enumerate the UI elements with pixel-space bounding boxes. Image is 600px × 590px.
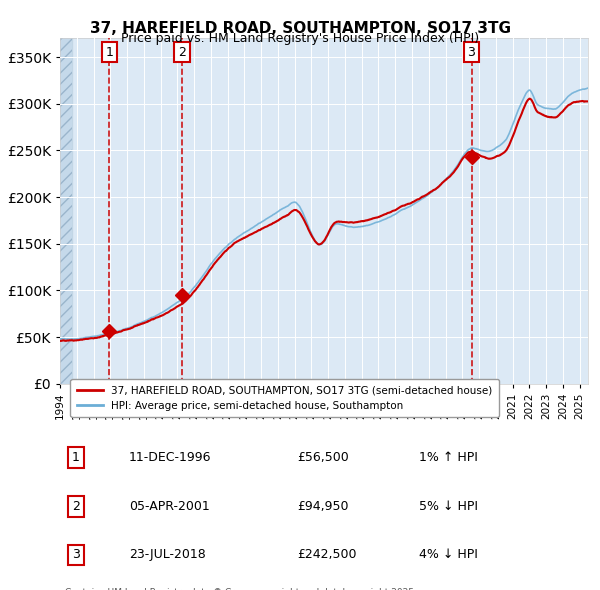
Text: 3: 3 xyxy=(467,45,475,58)
Text: 1% ↑ HPI: 1% ↑ HPI xyxy=(419,451,478,464)
Bar xyxy=(60,38,72,384)
Text: 2: 2 xyxy=(72,500,80,513)
Text: 23-JUL-2018: 23-JUL-2018 xyxy=(128,548,205,561)
Legend: 37, HAREFIELD ROAD, SOUTHAMPTON, SO17 3TG (semi-detached house), HPI: Average pr: 37, HAREFIELD ROAD, SOUTHAMPTON, SO17 3T… xyxy=(70,379,499,417)
Bar xyxy=(60,38,72,384)
Text: Price paid vs. HM Land Registry's House Price Index (HPI): Price paid vs. HM Land Registry's House … xyxy=(121,32,479,45)
Text: 5% ↓ HPI: 5% ↓ HPI xyxy=(419,500,478,513)
Text: 1: 1 xyxy=(72,451,80,464)
Text: 4% ↓ HPI: 4% ↓ HPI xyxy=(419,548,478,561)
Text: 11-DEC-1996: 11-DEC-1996 xyxy=(128,451,211,464)
Text: 1: 1 xyxy=(106,45,113,58)
Text: 37, HAREFIELD ROAD, SOUTHAMPTON, SO17 3TG: 37, HAREFIELD ROAD, SOUTHAMPTON, SO17 3T… xyxy=(89,21,511,35)
Text: Contains HM Land Registry data © Crown copyright and database right 2025.
This d: Contains HM Land Registry data © Crown c… xyxy=(65,588,417,590)
Text: £94,950: £94,950 xyxy=(298,500,349,513)
Text: 3: 3 xyxy=(72,548,80,561)
Text: £242,500: £242,500 xyxy=(298,548,357,561)
Text: 2: 2 xyxy=(178,45,186,58)
Text: £56,500: £56,500 xyxy=(298,451,349,464)
Text: 05-APR-2001: 05-APR-2001 xyxy=(128,500,209,513)
